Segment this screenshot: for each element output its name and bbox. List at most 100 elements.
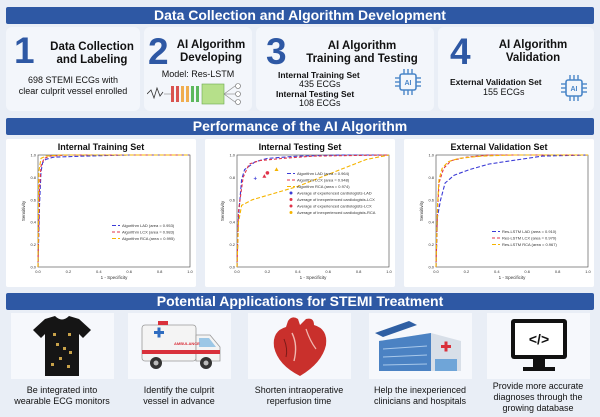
step-title-line: and Labeling xyxy=(56,54,128,66)
card-image xyxy=(248,313,351,379)
y-tick-label: 0.2 xyxy=(30,242,36,247)
roc-curve xyxy=(37,154,190,268)
y-tick-label: 0.6 xyxy=(30,197,36,202)
chart-title: Internal Testing Set xyxy=(258,142,342,152)
reader-point xyxy=(262,174,267,178)
ambulance-icon: AMBULANCE xyxy=(141,321,221,369)
caption-line: diagnoses through the xyxy=(493,392,583,402)
svg-text:AI: AI xyxy=(405,80,412,87)
legend-swatch xyxy=(289,204,293,208)
ai-chip-icon: AI xyxy=(395,69,421,95)
legend-swatch xyxy=(289,211,293,214)
x-axis-label: 1 - Specificity xyxy=(499,275,527,280)
legend-label: Average of inexperienced cardiologists-R… xyxy=(297,210,376,215)
caption-line: reperfusion time xyxy=(266,396,332,406)
legend-swatch xyxy=(289,191,293,195)
x-axis-label: 1 - Specificity xyxy=(300,275,328,280)
step-title-line: Validation xyxy=(505,52,561,64)
x-tick-label: 0.0 xyxy=(35,269,41,274)
reader-point: + xyxy=(253,177,257,183)
legend-label: Average of inexperienced cardiologists-L… xyxy=(297,197,375,202)
application-card-ambulance: AMBULANCE Identify the culprit vessel in… xyxy=(123,309,235,414)
y-axis-label: Sensitivity xyxy=(21,200,26,221)
roc-curve xyxy=(37,154,190,268)
code-monitor-icon: </> xyxy=(511,319,567,371)
model-name: Model: Res-LSTM xyxy=(161,69,235,79)
y-tick-label: 0.8 xyxy=(30,175,36,180)
roc-curve xyxy=(435,154,588,268)
step-title-line: Developing xyxy=(180,52,242,64)
step-description: 698 STEMI ECGs with clear culprit vessel… xyxy=(6,75,140,97)
x-tick-label: 1.0 xyxy=(585,269,591,274)
y-tick-label: 0.2 xyxy=(428,242,434,247)
chart-panel-validation: External Validation Set 0.0 0.2 0.4 0.6 0.8 1… xyxy=(404,139,594,287)
y-axis-label: Sensitivity xyxy=(220,200,225,221)
card-caption: Shorten intraoperative reperfusion time xyxy=(243,385,355,407)
y-tick-label: 0.2 xyxy=(229,242,235,247)
x-tick-label: 1.0 xyxy=(386,269,392,274)
y-tick-label: 0.8 xyxy=(229,175,235,180)
step-title-line: Data Collection xyxy=(50,41,134,53)
step-card-1: 1 Data Collection and Labeling 698 STEMI… xyxy=(6,27,140,111)
y-tick-label: 0.0 xyxy=(30,265,36,270)
x-tick-label: 1.0 xyxy=(187,269,193,274)
y-tick-label: 0.8 xyxy=(428,175,434,180)
application-card-database: </> Provide more accurate diagnoses thro… xyxy=(482,309,594,414)
x-tick-label: 0.6 xyxy=(325,269,331,274)
step-title-line: AI Algorithm xyxy=(176,39,246,51)
roc-chart-training: 0.0 0.2 0.4 0.6 0.8 1.0 0.0 0.2 0.4 0.6 0.8 1.0 1 - … xyxy=(21,153,194,281)
shirt-icon xyxy=(33,316,91,376)
step-card-3: 3 AI Algorithm Training and Testing Inte… xyxy=(256,27,434,111)
chart-title: Internal Training Set xyxy=(57,142,145,152)
dataset-label: Internal Training Set xyxy=(278,70,360,80)
reader-point xyxy=(265,171,270,175)
plot-frame xyxy=(236,154,390,268)
svg-text:AMBULANCE: AMBULANCE xyxy=(174,341,200,346)
section-banner-data-collection: Data Collection and Algorithm Developmen… xyxy=(6,7,594,24)
caption-line: vessel in advance xyxy=(143,396,215,406)
y-tick-label: 1.0 xyxy=(428,153,434,158)
x-tick-label: 0.8 xyxy=(356,269,362,274)
caption-line: Be integrated into xyxy=(26,385,98,395)
legend-label: Algorithm LAD (area = 0.964) xyxy=(297,171,350,176)
ai-chip-icon: AI xyxy=(561,75,587,101)
step-number: 3 xyxy=(266,31,287,72)
card-caption: Be integrated into wearable ECG monitors xyxy=(6,385,118,407)
legend-swatch xyxy=(289,198,293,201)
application-card-hospital: Help the inexperienced clinicians and ho… xyxy=(364,309,476,414)
card-image xyxy=(369,313,472,379)
chart-panel-testing: Internal Testing Set 0.0 0.2 0.4 0.6 0.8 1.0 0… xyxy=(205,139,395,287)
plot-frame xyxy=(435,154,589,268)
card-caption: Help the inexperienced clinicians and ho… xyxy=(364,385,476,407)
step-title: AI Algorithm Training and Testing xyxy=(290,40,434,66)
step-title-line: Training and Testing xyxy=(306,53,418,65)
x-tick-label: 0.0 xyxy=(234,269,240,274)
chart-panel-training: Internal Training Set 0.0 0.2 0.4 0.6 0.8 1.0… xyxy=(6,139,196,287)
x-tick-label: 0.8 xyxy=(157,269,163,274)
roc-chart-testing: 0.0 0.2 0.4 0.6 0.8 1.0 0.0 0.2 0.4 0.6 0.8 1.0 1 - … xyxy=(220,153,393,281)
caption-line: growing database xyxy=(502,403,574,413)
reader-point xyxy=(274,167,279,172)
dataset-count: 155 ECGs xyxy=(483,87,525,97)
application-card-heart: Shorten intraoperative reperfusion time xyxy=(243,309,355,414)
caption-line: Provide more accurate xyxy=(492,381,584,391)
legend-label: Res-LSTM RCA (area = 0.967) xyxy=(502,242,557,247)
y-tick-label: 0.4 xyxy=(229,220,235,225)
x-tick-label: 0.8 xyxy=(555,269,561,274)
step-title: AI Algorithm Developing xyxy=(170,39,252,65)
card-image: AMBULANCE xyxy=(128,313,231,379)
step-number: 1 xyxy=(14,30,35,71)
heart-icon xyxy=(273,317,327,376)
x-axis-label: 1 - Specificity xyxy=(101,275,129,280)
plot-frame xyxy=(37,154,191,268)
step-card-4: 4 AI Algorithm Validation External Valid… xyxy=(438,27,594,111)
caption-line: wearable ECG monitors xyxy=(14,396,110,406)
legend-label: Algorithm RCA (area = 0.974) xyxy=(297,184,350,189)
step-desc-line: 698 STEMI ECGs with xyxy=(27,75,119,85)
x-tick-label: 0.6 xyxy=(524,269,530,274)
section-banner-applications: Potential Applications for STEMI Treatme… xyxy=(6,293,594,310)
application-card-wearable: Be integrated into wearable ECG monitors xyxy=(6,309,118,414)
x-tick-label: 0.2 xyxy=(464,269,470,274)
x-tick-label: 0.4 xyxy=(494,269,500,274)
legend-label: Algorithm LAD (area = 0.953) xyxy=(122,223,175,228)
